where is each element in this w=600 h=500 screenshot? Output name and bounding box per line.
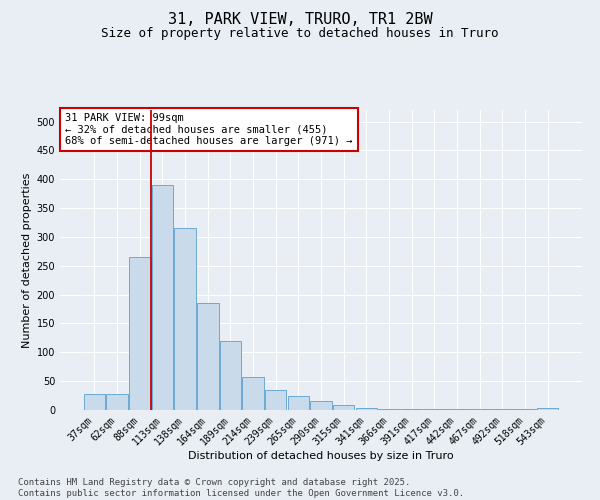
Bar xyxy=(265,390,286,410)
Bar xyxy=(175,228,196,410)
Bar xyxy=(197,304,218,410)
Bar xyxy=(220,341,241,410)
Bar xyxy=(84,394,105,410)
Bar xyxy=(333,406,355,410)
Bar xyxy=(129,257,151,410)
Text: 31 PARK VIEW: 99sqm
← 32% of detached houses are smaller (455)
68% of semi-detac: 31 PARK VIEW: 99sqm ← 32% of detached ho… xyxy=(65,113,353,146)
Bar xyxy=(378,409,400,410)
Bar xyxy=(356,408,377,410)
Text: Size of property relative to detached houses in Truro: Size of property relative to detached ho… xyxy=(101,28,499,40)
Bar xyxy=(310,402,332,410)
Y-axis label: Number of detached properties: Number of detached properties xyxy=(22,172,32,348)
Text: Contains HM Land Registry data © Crown copyright and database right 2025.
Contai: Contains HM Land Registry data © Crown c… xyxy=(18,478,464,498)
Bar xyxy=(537,408,558,410)
Text: 31, PARK VIEW, TRURO, TR1 2BW: 31, PARK VIEW, TRURO, TR1 2BW xyxy=(167,12,433,28)
Bar xyxy=(106,394,128,410)
Bar xyxy=(287,396,309,410)
X-axis label: Distribution of detached houses by size in Truro: Distribution of detached houses by size … xyxy=(188,451,454,461)
Bar xyxy=(242,376,264,410)
Bar xyxy=(152,185,173,410)
